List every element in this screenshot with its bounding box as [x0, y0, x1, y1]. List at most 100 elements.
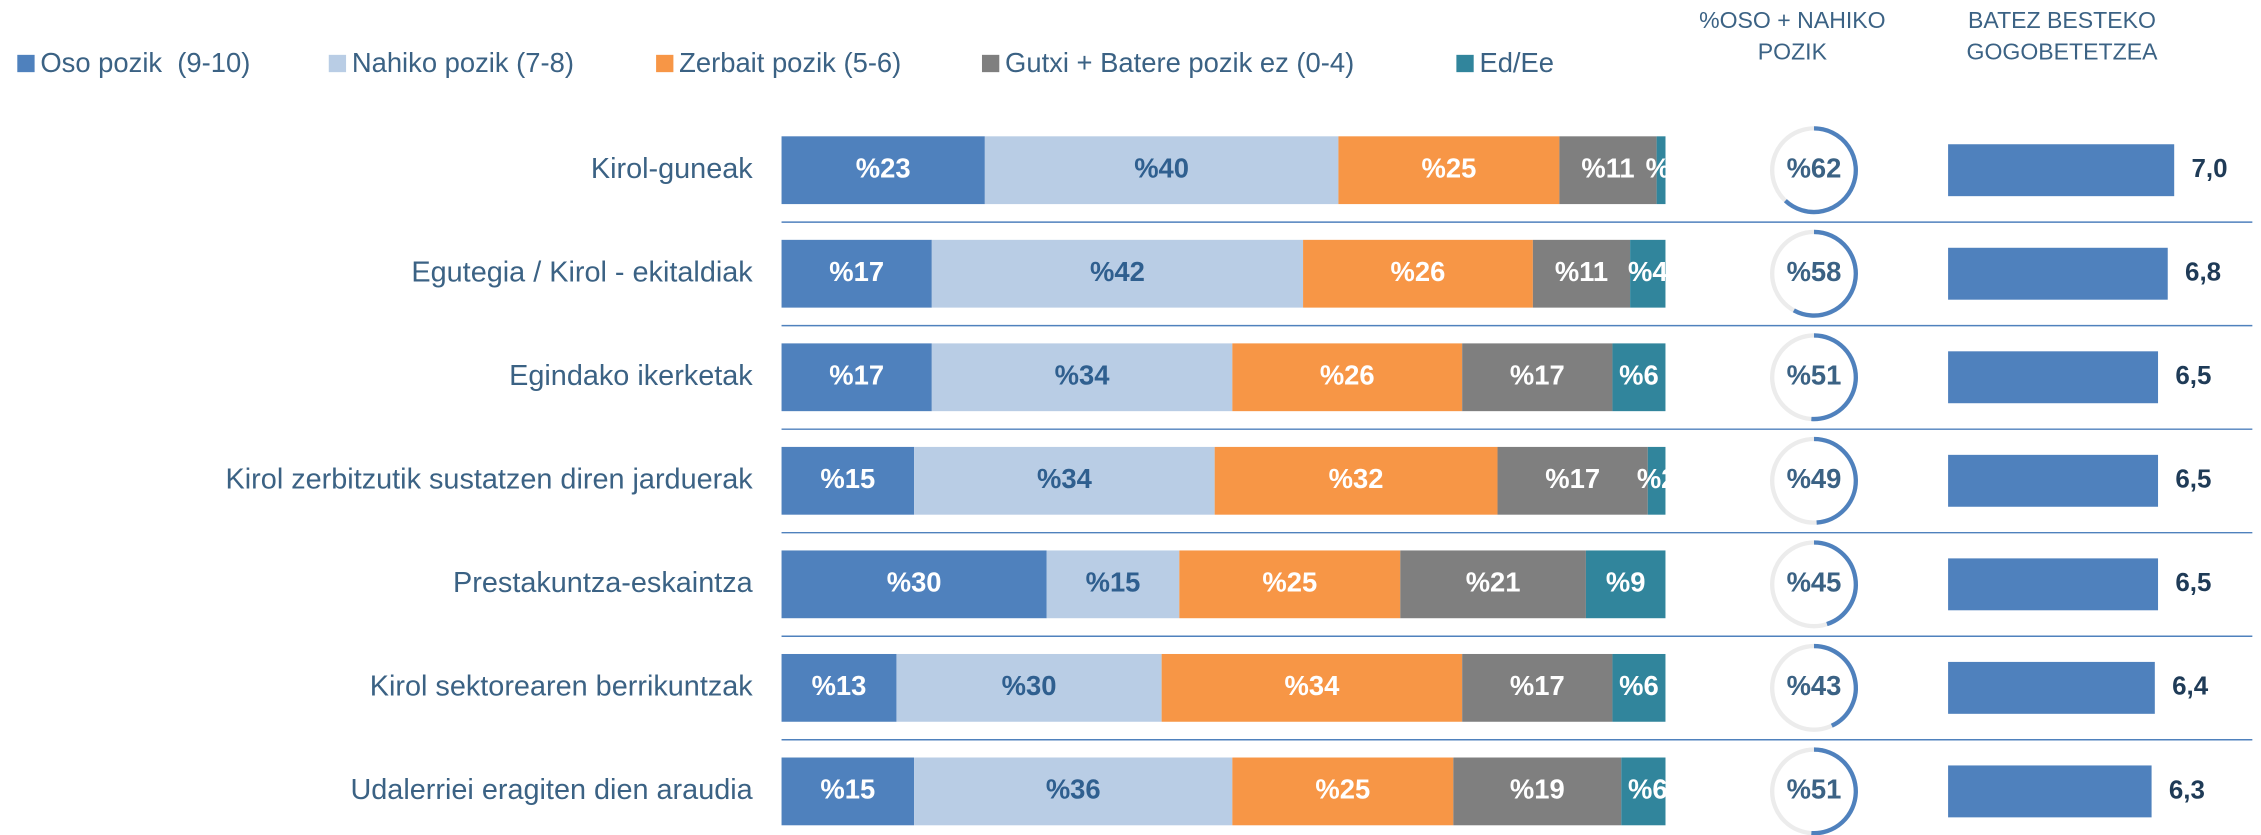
average-bar — [1948, 558, 2159, 611]
average-label: 6,5 — [2175, 466, 2211, 494]
donut-label: %51 — [1787, 360, 1842, 391]
bar-segment — [1214, 446, 1498, 515]
bar-segment — [914, 446, 1215, 515]
bar-label: %30 — [887, 567, 942, 598]
bar-segment — [781, 343, 932, 412]
bar-label: %17 — [1545, 463, 1600, 494]
bar-segment — [1462, 343, 1613, 412]
bar-segment — [1232, 757, 1454, 826]
bar-label: %32 — [1329, 463, 1384, 494]
legend-label: Gutxi + Batere pozik ez (0-4) — [1005, 47, 1354, 78]
bar-segment — [781, 136, 985, 205]
bar-segment — [1161, 653, 1463, 722]
bar-label: %25 — [1315, 774, 1370, 805]
average-label: 6,5 — [2175, 569, 2211, 597]
column-header: POZIK — [1758, 38, 1828, 64]
donut-arc — [1811, 333, 1858, 422]
bar-label: %6 — [1619, 360, 1659, 391]
category-label: Prestakuntza-eskaintza — [453, 567, 754, 599]
average-label: 6,5 — [2175, 362, 2211, 390]
bar-label: %34 — [1055, 360, 1111, 391]
average-bar — [1948, 351, 2159, 404]
bar-label: %40 — [1134, 152, 1189, 183]
donut-arc — [1813, 436, 1858, 525]
bar-label: %17 — [1510, 360, 1565, 391]
legend-label: Zerbait pozik (5-6) — [679, 47, 901, 78]
average-bar — [1948, 765, 2152, 818]
bar-segment — [1453, 757, 1622, 826]
bar-segment — [781, 239, 932, 308]
average-label: 7,0 — [2191, 155, 2227, 183]
legend-swatch — [656, 54, 674, 73]
average-label: 6,8 — [2185, 259, 2221, 287]
column-header: %OSO + NAHIKO — [1699, 7, 1885, 33]
bar-area: %23 %40 %25 %11 %2 %17 %42 %26 %11 %4 %17 %34 %26 %17… — [781, 136, 1686, 826]
donut-arc — [1813, 540, 1858, 627]
bar-label: %15 — [1086, 567, 1141, 598]
bar-segment — [1303, 239, 1533, 308]
bar-segment — [1462, 653, 1613, 722]
bar-label: %30 — [1002, 670, 1057, 701]
bar-label: %34 — [1285, 670, 1341, 701]
legend-label: Oso pozik (9-10) — [40, 47, 250, 78]
legend-label: Nahiko pozik (7-8) — [352, 47, 574, 78]
bar-segment — [1585, 550, 1666, 619]
bar-label: %26 — [1320, 360, 1375, 391]
bar-segment — [1338, 136, 1560, 205]
bar-segment — [1656, 136, 1666, 205]
bar-label: %6 — [1619, 670, 1659, 701]
bar-label: %11 — [1581, 152, 1634, 183]
bar-segment — [1046, 550, 1180, 619]
category-label: Egindako ikerketak — [509, 360, 753, 392]
average-bar — [1948, 661, 2155, 714]
bar-label: %9 — [1606, 567, 1646, 598]
bar-label: %6 — [1628, 774, 1668, 805]
bar-segment — [896, 653, 1162, 722]
bar-segment — [1630, 239, 1666, 308]
bar-label: %2 — [1637, 463, 1677, 494]
donut-arc — [1783, 126, 1858, 215]
donut-label: %62 — [1787, 152, 1842, 183]
bar-label: %21 — [1466, 567, 1521, 598]
donut-label: %43 — [1787, 670, 1842, 701]
bar-label: %4 — [1628, 256, 1668, 287]
column-header: GOGOBETETZEA — [1967, 38, 2159, 64]
category-label: Kirol-guneak — [591, 153, 753, 185]
bar-label: %34 — [1037, 463, 1093, 494]
bar-label: %25 — [1262, 567, 1317, 598]
bar-label: %13 — [812, 670, 867, 701]
bar-segment — [1179, 550, 1401, 619]
bar-segment — [1559, 136, 1657, 205]
bar-segment — [1647, 446, 1666, 515]
donut-label: %45 — [1787, 567, 1842, 598]
bar-label: %17 — [829, 360, 884, 391]
category-label: Egutegia / Kirol - ekitaldiak — [411, 256, 753, 288]
average-bar — [1948, 454, 2159, 507]
bar-label: %17 — [1510, 670, 1565, 701]
bar-segment — [1612, 653, 1666, 722]
bar-label: %26 — [1391, 256, 1446, 287]
bar-segment — [1621, 757, 1666, 826]
average-label: 6,4 — [2172, 673, 2209, 701]
bar-segment — [781, 653, 897, 722]
legend-swatch — [328, 54, 347, 73]
bar-segment — [984, 136, 1339, 205]
bar-label: %2 — [1646, 152, 1686, 183]
bar-segment — [931, 239, 1304, 308]
bar-label: %25 — [1422, 152, 1477, 183]
bar-label: %15 — [820, 463, 875, 494]
bar-segment — [781, 446, 915, 515]
bar-label: %23 — [856, 152, 911, 183]
bar-segment — [1232, 343, 1463, 412]
bar-segment — [781, 550, 1047, 619]
average-bar — [1948, 247, 2168, 300]
donut-label: %51 — [1787, 774, 1842, 805]
bar-segment — [914, 757, 1233, 826]
donut-arc — [1792, 229, 1858, 318]
category-label: Kirol zerbitzutik sustatzen diren jardue… — [226, 463, 754, 495]
bar-label: %15 — [820, 774, 875, 805]
legend-label: Ed/Ee — [1479, 47, 1554, 78]
bar-segment — [1532, 239, 1631, 308]
bar-label: %36 — [1046, 774, 1101, 805]
donut-label: %58 — [1787, 256, 1842, 287]
